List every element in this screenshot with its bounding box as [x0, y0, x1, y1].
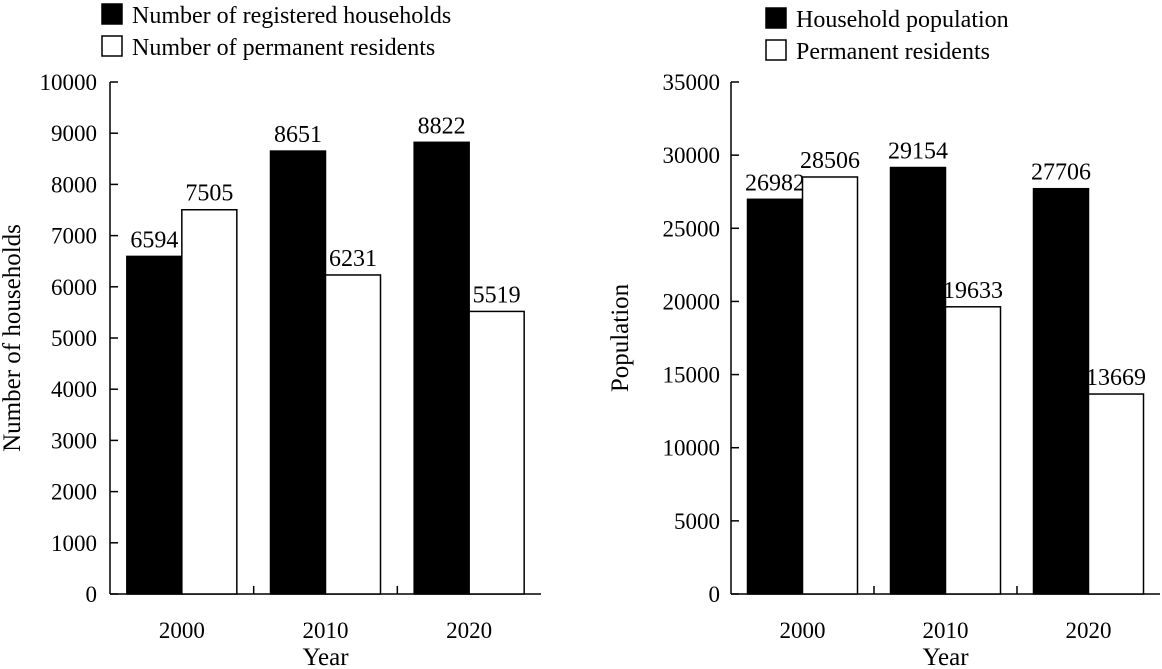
x-axis-title: Year [302, 644, 349, 669]
bar-pop-2000-s0 [746, 198, 804, 595]
y-tick-label: 4000 [51, 377, 97, 402]
bar-hh-2010-s0 [269, 150, 327, 595]
legend-swatch-black [765, 7, 787, 29]
y-axis-title: Population [607, 283, 634, 392]
y-tick-label: 2000 [51, 480, 97, 505]
bar-hh-2010-s1 [324, 274, 382, 595]
bar-hh-2000-s1 [181, 208, 238, 595]
y-tick-label: 0 [86, 582, 98, 607]
y-tick-label: 15000 [663, 363, 721, 388]
legend-label: Household population [796, 7, 1009, 33]
data-label: 19633 [943, 278, 1003, 304]
bar-hh-2020-s0 [413, 141, 470, 595]
data-label: 7505 [185, 181, 233, 207]
x-tick-label: 2010 [923, 618, 969, 643]
y-tick-label: 0 [709, 582, 721, 607]
x-tick-label: 2020 [1066, 618, 1112, 643]
data-label: 6594 [130, 227, 178, 253]
data-label: 27706 [1031, 160, 1091, 186]
y-tick-label: 6000 [51, 275, 97, 300]
bar-pop-2020-s0 [1032, 187, 1090, 595]
y-tick-label: 8000 [51, 172, 97, 197]
population-chart: Household population Permanent residents 0… [607, 7, 1160, 669]
legend-swatch-white [765, 39, 787, 61]
data-label: 8822 [418, 113, 466, 139]
x-tick-label: 2010 [303, 618, 349, 643]
bar-pop-2010-s1 [944, 306, 1002, 595]
legend-label: Number of registered households [132, 3, 451, 29]
x-tick-label: 2000 [780, 618, 826, 643]
y-tick-label: 1000 [51, 531, 97, 556]
data-label: 8651 [274, 122, 322, 148]
data-label: 29154 [888, 139, 948, 165]
y-tick-label: 5000 [51, 326, 97, 351]
households-chart: Number of registered households Number of… [0, 3, 541, 669]
x-axis-title: Year [922, 644, 969, 669]
data-label: 13669 [1086, 365, 1146, 391]
bar-pop-2010-s0 [889, 166, 947, 595]
y-tick-label: 35000 [663, 70, 721, 95]
y-tick-label: 5000 [674, 509, 720, 534]
data-label: 6231 [329, 246, 377, 272]
data-label: 28506 [800, 148, 860, 174]
y-tick-label: 7000 [51, 224, 97, 249]
bar-pop-2000-s1 [801, 176, 859, 595]
bar-hh-2020-s1 [468, 310, 525, 595]
y-tick-label: 20000 [663, 289, 721, 314]
data-label: 26982 [745, 170, 805, 196]
y-axis-title: Number of households [0, 224, 26, 452]
legend-label: Number of permanent residents [132, 35, 435, 61]
x-tick-label: 2000 [159, 618, 205, 643]
legend-label: Permanent residents [796, 39, 990, 65]
bar-pop-2020-s1 [1087, 393, 1145, 595]
y-tick-label: 3000 [51, 428, 97, 453]
y-tick-label: 9000 [51, 121, 97, 146]
data-label: 5519 [473, 282, 521, 308]
y-tick-label: 10000 [40, 70, 98, 95]
bar-hh-2000-s0 [126, 255, 183, 595]
legend-swatch-black [101, 3, 123, 25]
y-tick-label: 10000 [663, 436, 721, 461]
y-tick-label: 25000 [663, 216, 721, 241]
y-tick-label: 30000 [663, 143, 721, 168]
legend-swatch-white [101, 35, 123, 57]
x-tick-label: 2020 [446, 618, 492, 643]
